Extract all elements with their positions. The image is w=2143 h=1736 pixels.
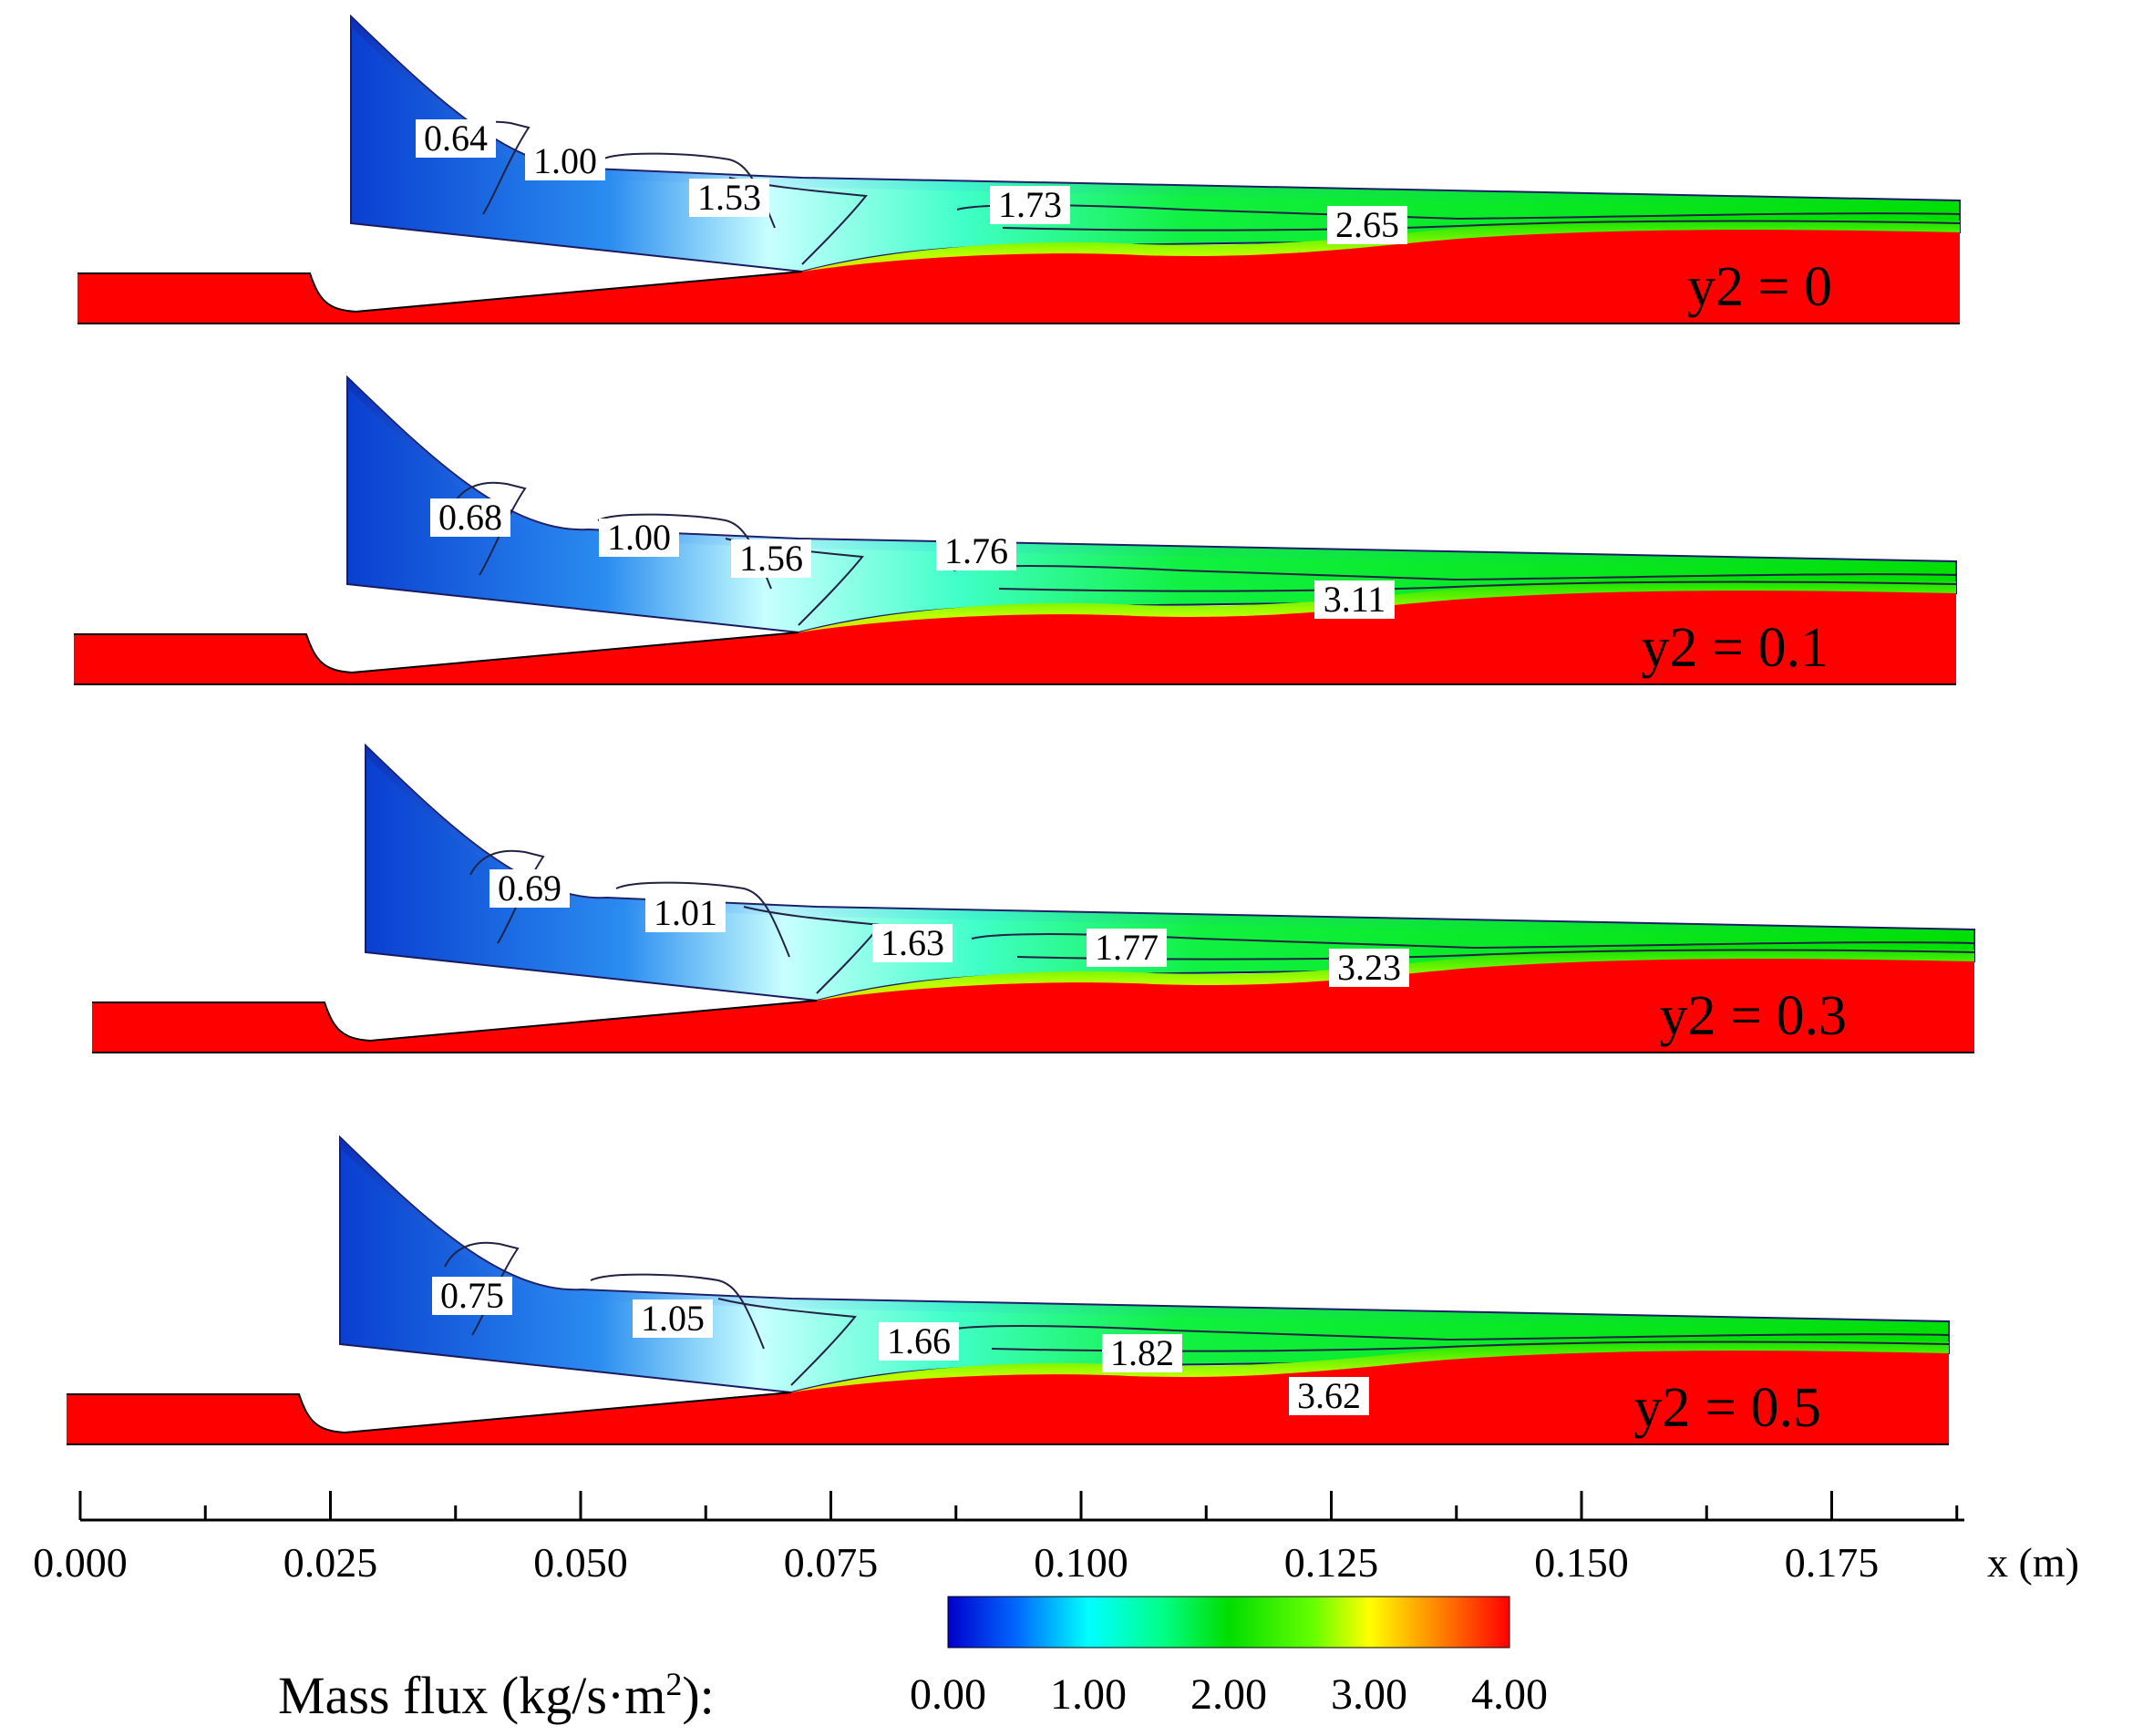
contour-label: 3.11 [1324, 579, 1386, 620]
contour-label: 1.53 [697, 177, 761, 218]
contour-label-bg [731, 539, 811, 578]
x-tick-label: 0.000 [33, 1539, 128, 1586]
x-axis: 0.000 0.025 0.050 0.075 0.100 0.125 0.150 0.175 [33, 1491, 1964, 1586]
panel-label: y2 = 0.3 [1660, 985, 1847, 1047]
contour-label: 1.63 [881, 922, 944, 963]
flow-field [77, 15, 1961, 324]
x-tick-label: 0.050 [533, 1539, 628, 1586]
legend-tick-label: 0.00 [910, 1670, 986, 1719]
contour-label: 0.64 [424, 118, 488, 159]
contour-label-bg [489, 869, 570, 908]
contour-label: 1.00 [607, 517, 671, 558]
contour-label-bg [416, 119, 496, 158]
colorbar-title: Mass flux (kg/s·m2): [278, 1666, 715, 1725]
contour-label-bg [1289, 1377, 1369, 1415]
contour-label: 0.68 [438, 497, 502, 538]
colorbar-title-prefix: Mass flux (kg/s·m [278, 1666, 665, 1725]
panel-label: y2 = 0 [1687, 256, 1832, 318]
x-tick-label: 0.150 [1534, 1539, 1629, 1586]
contour-label-bg [525, 142, 605, 180]
contour-label-bg [872, 924, 953, 962]
contour-label: 3.23 [1337, 947, 1401, 988]
contour-label: 0.69 [498, 868, 562, 909]
contour-label: 1.76 [944, 530, 1008, 571]
x-tick-label: 0.175 [1785, 1539, 1880, 1586]
x-axis-label: x (m) [1987, 1539, 2079, 1586]
contour-label: 1.56 [739, 538, 803, 579]
colorbar-legend: Mass flux (kg/s·m2): 0.00 1.00 2.00 3.00 4.0… [278, 1596, 1548, 1725]
panel-label: y2 = 0.5 [1634, 1377, 1821, 1439]
x-tick-label: 0.025 [283, 1539, 378, 1586]
contour-label: 1.01 [654, 892, 717, 933]
contour-label: 1.00 [533, 140, 597, 181]
contour-label-bg [430, 498, 510, 537]
colorbar-title-sup: 2 [665, 1666, 682, 1702]
contour-label: 1.05 [641, 1298, 705, 1339]
contour-label: 0.75 [440, 1275, 504, 1316]
legend-tick-label: 3.00 [1331, 1670, 1407, 1719]
contour-label-bg [879, 1322, 959, 1361]
contour-label: 3.62 [1297, 1375, 1361, 1416]
contour-label-bg [1102, 1334, 1182, 1372]
contour-label: 1.82 [1110, 1332, 1174, 1373]
contour-panel: 0.69 1.01 1.63 1.77 3.23 y2 = 0.3 [91, 745, 1975, 1053]
legend-tick-label: 4.00 [1471, 1670, 1548, 1719]
legend-tick-label: 2.00 [1190, 1670, 1267, 1719]
contour-label-bg [1087, 929, 1167, 967]
contour-label-bg [432, 1277, 512, 1315]
x-tick-label: 0.075 [784, 1539, 879, 1586]
colorbar [947, 1596, 1510, 1649]
contour-label-bg [1327, 206, 1407, 244]
contour-label-bg [689, 179, 769, 217]
panel-label: y2 = 0.1 [1642, 617, 1829, 679]
contour-label-bg [645, 894, 726, 932]
legend-tick-label: 1.00 [1050, 1670, 1127, 1719]
contour-label-bg [599, 519, 679, 557]
contour-label: 1.66 [887, 1320, 951, 1361]
contour-panel: 0.64 1.00 1.53 1.73 2.65 y2 = 0 [77, 15, 1961, 324]
contour-label-bg [990, 186, 1070, 224]
contour-label: 1.73 [998, 184, 1062, 225]
x-tick-label: 0.100 [1034, 1539, 1128, 1586]
contour-label-bg [1314, 580, 1395, 619]
contour-label: 2.65 [1335, 204, 1399, 245]
contour-label-bg [633, 1299, 713, 1338]
contour-label-bg [1329, 949, 1409, 987]
contour-label: 1.77 [1095, 927, 1159, 968]
contour-label-bg [936, 532, 1016, 570]
colorbar-title-suffix: ): [682, 1666, 714, 1725]
contour-panel: 0.68 1.00 1.56 1.76 3.11 y2 = 0.1 [73, 376, 1957, 685]
x-tick-label: 0.125 [1284, 1539, 1379, 1586]
contour-panel: 0.75 1.05 1.66 1.82 3.62 y2 = 0.5 [66, 1136, 1950, 1445]
